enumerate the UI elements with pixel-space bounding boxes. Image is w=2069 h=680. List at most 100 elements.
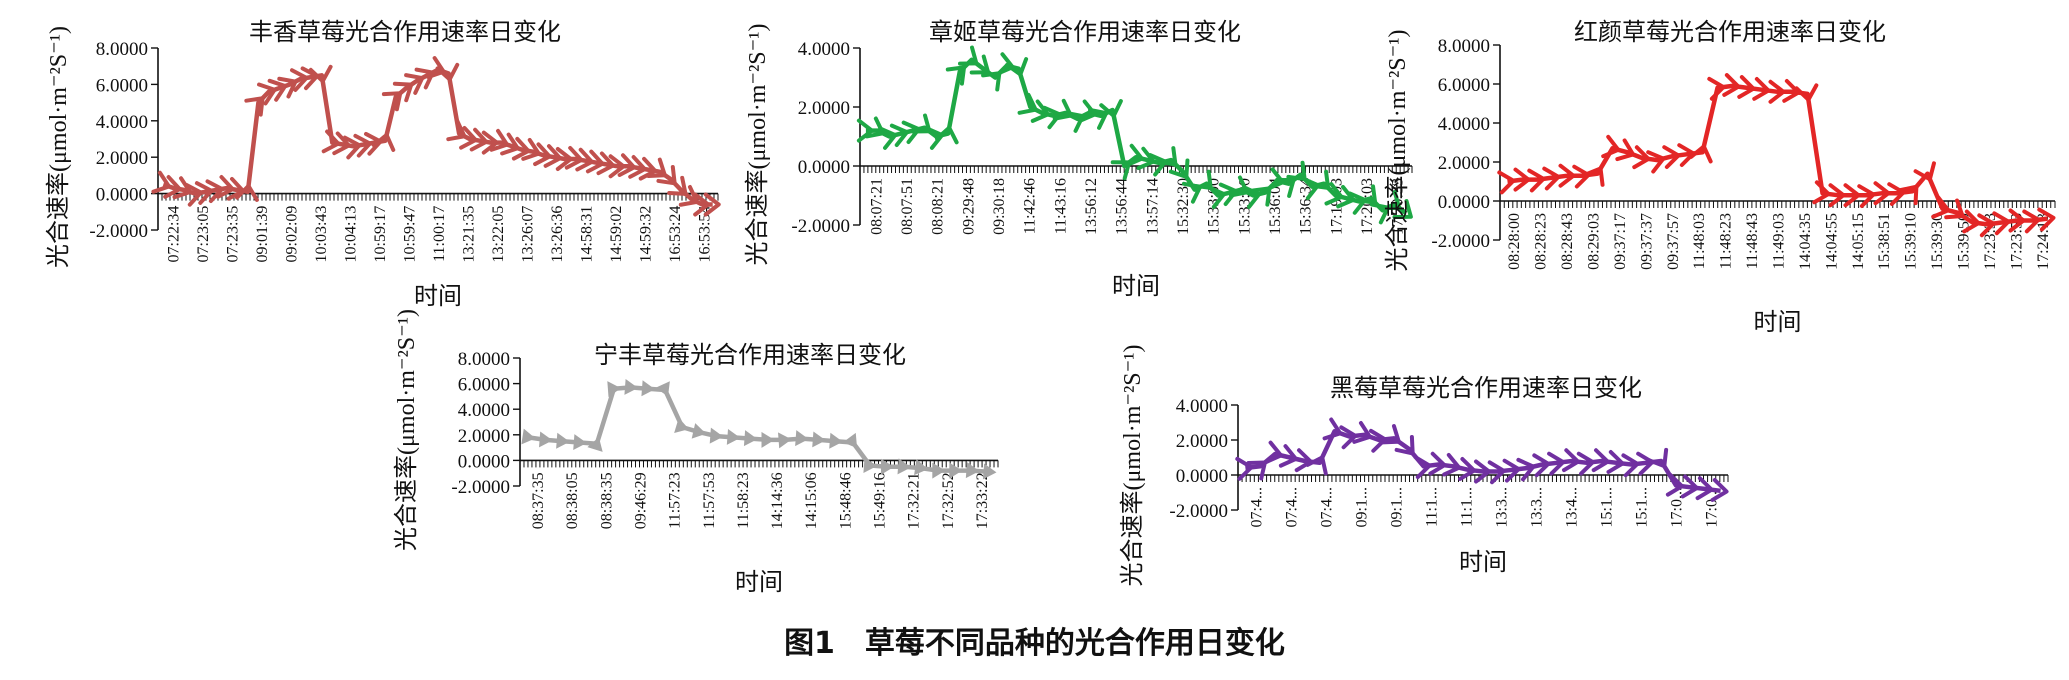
data-point-marker <box>1263 440 1283 465</box>
y-tick-label: -2.0000 <box>451 477 510 498</box>
y-tick-label: 2.0000 <box>1176 431 1228 452</box>
data-point-marker <box>1768 79 1786 104</box>
y-tick-label: 0.0000 <box>1438 192 1490 213</box>
y-tick-label: 8.0000 <box>458 349 510 370</box>
y-tick-label: 2.0000 <box>798 98 850 119</box>
data-point-marker <box>184 182 203 207</box>
data-point-marker <box>1380 424 1401 445</box>
data-point-marker <box>1601 134 1621 159</box>
data-point-marker <box>1583 166 1605 187</box>
data-point-marker <box>1576 451 1595 476</box>
data-point-marker <box>1356 184 1378 205</box>
x-tick-label: 11:00:17 <box>431 206 448 262</box>
data-point-marker <box>1228 175 1250 198</box>
data-point-marker <box>1752 76 1771 101</box>
data-point-marker <box>1646 150 1666 174</box>
data-point-marker <box>1561 448 1581 473</box>
data-point-marker <box>371 132 396 152</box>
chart-title: 章姬草莓光合作用速率日变化 <box>929 19 1241 46</box>
y-tick-label: 8.0000 <box>96 39 148 60</box>
data-point-marker <box>556 432 570 449</box>
chart-panel-3: 红颜草莓光合作用速率日变化 -2.0000 0.0000 2.0000 4.0000 6.… <box>1384 19 2056 336</box>
data-point-marker <box>539 431 553 448</box>
y-tick-label: 0.0000 <box>1176 466 1228 487</box>
data-point-marker <box>267 78 288 102</box>
data-point-marker <box>1707 76 1726 101</box>
x-tick-label: 09:37:57 <box>1665 213 1682 270</box>
data-point-marker <box>564 145 584 170</box>
data-point-marker <box>1017 92 1038 115</box>
data-point-marker <box>1606 450 1625 474</box>
data-point-marker <box>638 156 658 181</box>
data-point-marker <box>655 381 670 397</box>
data-point-marker <box>1497 170 1516 195</box>
data-point-marker <box>1857 184 1876 209</box>
y-tick-label: 6.0000 <box>1438 75 1490 96</box>
data-point-marker <box>932 462 946 479</box>
x-tick-label: 08:28:23 <box>1533 213 1550 270</box>
data-point-marker <box>1558 163 1576 188</box>
data-point-marker <box>761 431 775 448</box>
data-point-marker <box>1352 421 1372 444</box>
data-point-marker <box>1542 166 1561 191</box>
x-tick-label: 15:48:46 <box>837 472 854 529</box>
x-tick-label: 13:3... <box>1529 487 1546 527</box>
data-point-marker <box>1632 145 1651 170</box>
data-point-marker <box>1532 453 1551 478</box>
data-point-marker <box>1242 185 1262 209</box>
x-tick-label: 10:04:13 <box>343 206 360 263</box>
chart-title: 丰香草莓光合作用速率日变化 <box>249 19 561 46</box>
data-point-marker <box>693 192 711 217</box>
data-point-marker <box>469 127 489 152</box>
y-tick-label: 0.0000 <box>458 451 510 472</box>
data-point-marker <box>726 428 741 445</box>
data-point-marker <box>1380 190 1402 211</box>
y-tick-label: 6.0000 <box>96 75 148 96</box>
data-point-marker <box>674 417 689 434</box>
x-axis-title: 时间 <box>735 569 783 596</box>
x-tick-label: 13:56:44 <box>1114 178 1131 235</box>
series-line <box>865 57 1408 215</box>
y-tick-label: 4.0000 <box>458 400 510 421</box>
x-tick-label: 08:37:35 <box>530 472 547 529</box>
x-tick-label: 08:38:35 <box>598 472 615 529</box>
x-tick-label: 11:57:23 <box>667 472 684 528</box>
x-tick-label: 08:07:51 <box>899 178 916 235</box>
figure-caption: 图1 草莓不同品种的光合作用日变化 <box>784 626 1285 661</box>
data-point-marker <box>353 133 372 158</box>
data-point-marker <box>1458 457 1477 481</box>
x-tick-label: 09:37:37 <box>1638 213 1655 270</box>
x-tick-label: 07:4... <box>1319 487 1336 527</box>
chart-panel-1: 丰香草莓光合作用速率日变化 -2.0000 0.0000 2.0000 4.0000 6.… <box>45 19 721 310</box>
x-tick-label: 13:26:36 <box>549 206 566 263</box>
data-point-marker <box>743 430 758 447</box>
x-tick-label: 13:57:14 <box>1144 178 1161 235</box>
data-point-marker <box>151 170 171 194</box>
data-point-marker <box>812 431 826 448</box>
data-point-marker <box>1088 108 1109 130</box>
data-point-marker <box>392 81 414 103</box>
x-tick-label: 09:30:18 <box>991 178 1008 235</box>
x-tick-label: 11:57:53 <box>701 472 718 528</box>
y-axis-title: 光合速率(μmol·m⁻²S⁻¹) <box>393 309 420 551</box>
x-tick-label: 08:28:43 <box>1559 213 1576 270</box>
data-point-marker <box>897 458 912 475</box>
data-point-marker <box>533 142 552 167</box>
data-point-marker <box>703 192 721 217</box>
series-line <box>162 67 713 207</box>
data-point-marker <box>1615 138 1636 162</box>
data-point-marker <box>949 462 963 479</box>
data-point-marker <box>1695 476 1714 501</box>
data-point-marker <box>521 137 541 161</box>
data-point-marker <box>678 185 699 207</box>
data-point-marker <box>863 457 877 474</box>
x-tick-label: 11:49:03 <box>1771 213 1788 269</box>
x-tick-label: 10:59:17 <box>372 206 389 263</box>
data-point-marker <box>1265 167 1285 191</box>
data-point-marker <box>575 147 594 172</box>
data-point-marker <box>1502 458 1521 483</box>
chart-title: 红颜草莓光合作用速率日变化 <box>1574 19 1886 46</box>
data-point-marker <box>500 132 520 156</box>
data-point-marker <box>1322 417 1343 441</box>
data-point-marker <box>1309 169 1331 190</box>
